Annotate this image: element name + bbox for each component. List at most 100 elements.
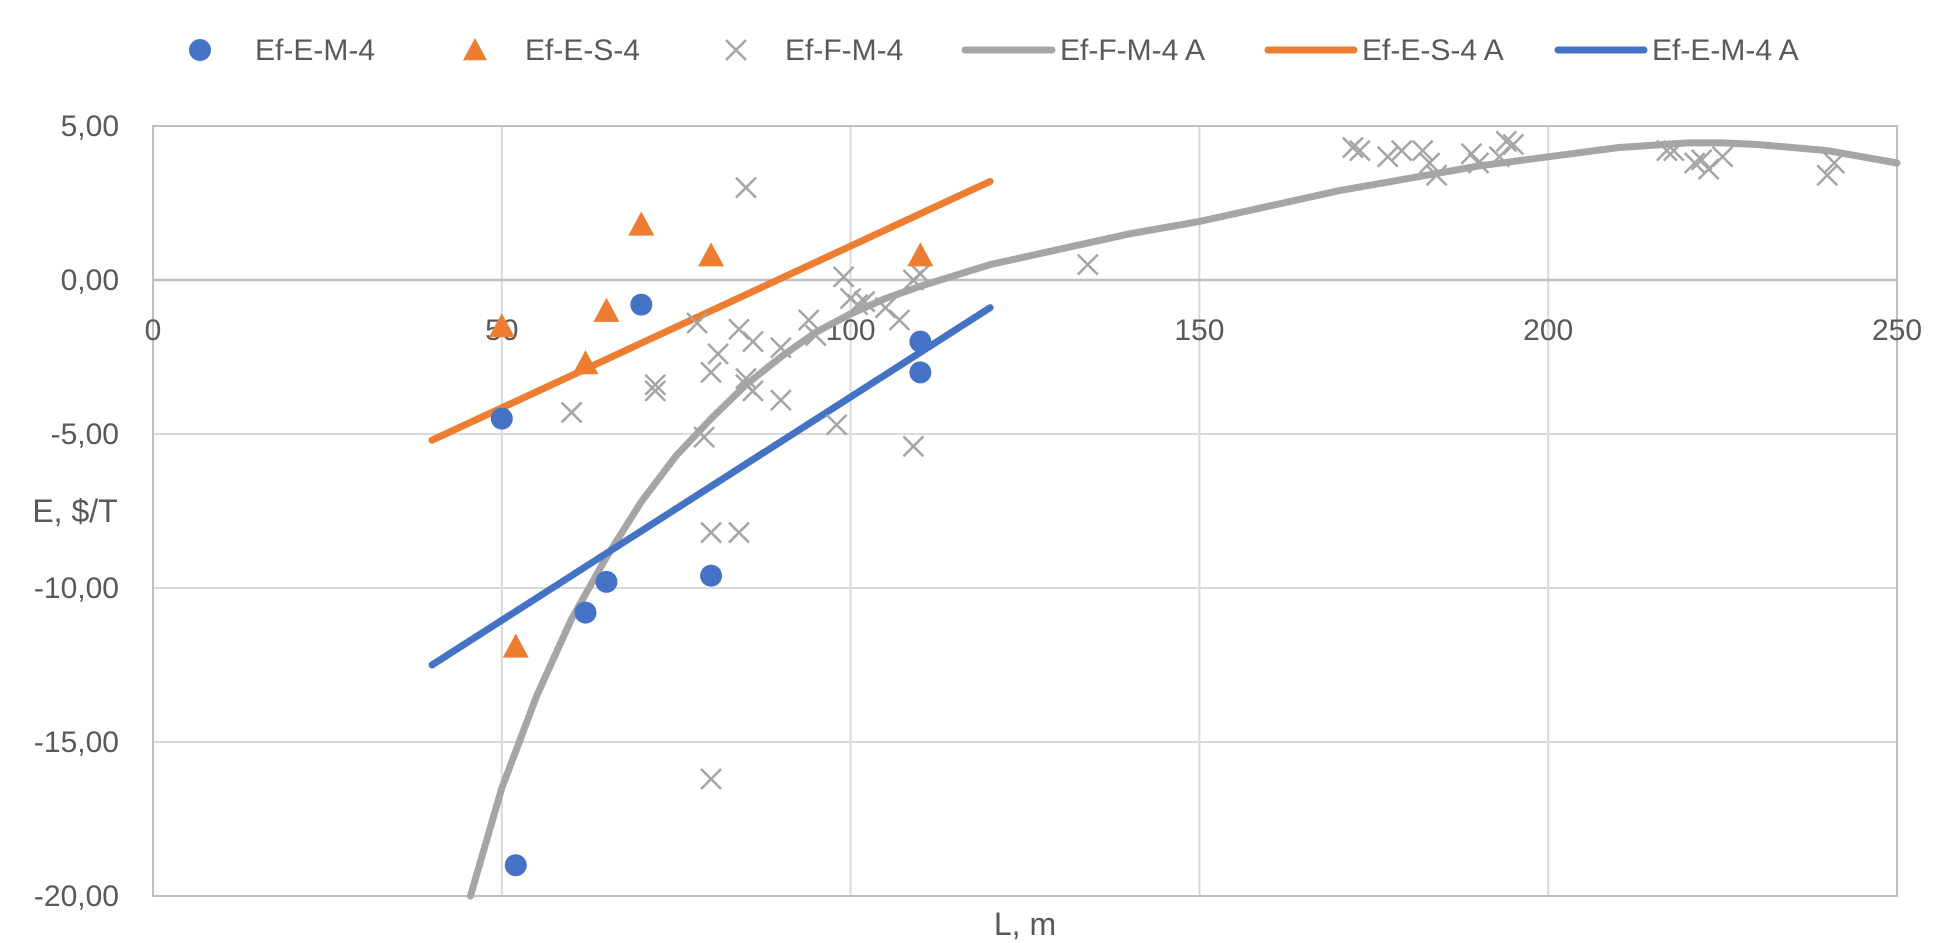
legend-label-ef-e-m-4: Ef-E-M-4 <box>255 34 375 67</box>
y-axis-title: E, $/T <box>32 493 117 529</box>
plot-frame <box>152 125 1898 897</box>
x-tick-label: 150 <box>1174 314 1224 347</box>
point-ef-f-m-4 <box>700 361 722 384</box>
point-ef-f-m-4 <box>693 426 715 448</box>
point-ef-f-m-4 <box>700 521 722 544</box>
x-tick-label: 0 <box>145 314 162 347</box>
point-ef-f-m-4 <box>644 373 667 396</box>
plot-border <box>152 125 1898 897</box>
point-ef-f-m-4 <box>1711 145 1734 168</box>
cross-stroke <box>1495 130 1518 153</box>
point-ef-e-m-4 <box>574 601 597 624</box>
y-tick-label: 0,00 <box>61 264 119 297</box>
y-tick-label: 5,00 <box>61 110 119 143</box>
point-ef-f-m-4 <box>735 367 757 390</box>
cross-stroke <box>909 262 932 285</box>
point-ef-e-m-4 <box>700 564 723 587</box>
legend-marker-ef-e-s-4 <box>463 38 487 61</box>
point-ef-f-m-4 <box>742 379 764 402</box>
point-ef-e-m-4 <box>909 330 932 353</box>
point-ef-f-m-4 <box>846 293 869 316</box>
point-ef-f-m-4 <box>1411 139 1434 162</box>
point-ef-f-m-4 <box>769 389 792 412</box>
point-ef-f-m-4 <box>1341 136 1364 159</box>
point-ef-f-m-4 <box>644 379 667 402</box>
cross-stroke <box>1823 152 1846 174</box>
point-ef-f-m-4 <box>804 324 827 347</box>
y-tick-label: -5,00 <box>51 418 119 451</box>
legend: Ef-E-M-4 Ef-E-S-4 Ef-F-M-4 Ef-F-M-4 A Ef-E-S… <box>189 34 1799 67</box>
point-ef-e-m-4 <box>630 293 653 316</box>
point-ef-e-m-4 <box>595 570 618 593</box>
point-ef-f-m-4 <box>888 309 911 331</box>
line-ef-f-m-4-a <box>466 139 1901 900</box>
point-ef-e-s-4 <box>488 313 515 338</box>
legend-marker-ef-e-m-4 <box>189 39 211 61</box>
cross-stroke <box>874 296 897 319</box>
point-ef-f-m-4 <box>769 336 792 359</box>
point-ef-f-m-4 <box>707 343 729 365</box>
cross-stroke <box>853 290 876 313</box>
x-axis-title: L, m <box>994 906 1056 942</box>
point-ef-f-m-4 <box>1495 130 1518 153</box>
point-ef-f-m-4 <box>700 768 722 790</box>
cross-stroke <box>742 330 764 353</box>
data-points <box>488 130 1846 877</box>
point-ef-f-m-4 <box>1662 139 1685 162</box>
point-ef-e-m-4 <box>504 854 527 877</box>
cross-stroke <box>846 293 869 316</box>
cross-stroke <box>560 401 583 424</box>
cross-stroke <box>1711 145 1734 168</box>
cross-stroke <box>644 373 667 396</box>
trend-lines <box>428 139 1901 900</box>
cross-stroke <box>1460 142 1483 165</box>
point-ef-e-s-4 <box>698 242 725 267</box>
x-axis-tick-labels: 050100150200250 <box>145 314 1922 347</box>
gridlines <box>152 125 1898 897</box>
point-ef-f-m-4 <box>1376 145 1399 168</box>
cross-stroke <box>902 435 925 458</box>
cross-stroke <box>700 521 722 544</box>
point-ef-f-m-4 <box>825 413 848 436</box>
cross-stroke <box>832 266 855 288</box>
y-tick-label: -20,00 <box>34 880 119 913</box>
cross-stroke <box>693 426 715 448</box>
point-ef-f-m-4 <box>1390 139 1413 162</box>
legend-label-ef-f-m-4-a: Ef-F-M-4 A <box>1060 34 1205 67</box>
cross-stroke <box>707 343 729 365</box>
point-ef-f-m-4 <box>1460 142 1483 165</box>
point-ef-f-m-4 <box>1467 152 1490 174</box>
point-ef-f-m-4 <box>686 312 709 335</box>
point-ef-f-m-4 <box>1348 139 1371 162</box>
cross-stroke <box>1376 145 1399 168</box>
cross-stroke <box>1411 139 1434 162</box>
point-ef-f-m-4 <box>742 330 764 353</box>
cross-stroke <box>686 312 709 335</box>
point-ef-e-s-4 <box>572 350 599 375</box>
cross-stroke <box>1348 139 1371 162</box>
cross-stroke <box>1683 152 1706 174</box>
line-ef-e-m-4-a <box>428 304 994 669</box>
x-tick-label: 200 <box>1523 314 1573 347</box>
point-ef-f-m-4 <box>1418 152 1441 174</box>
legend-label-ef-e-s-4: Ef-E-S-4 <box>525 34 640 67</box>
y-tick-label: -15,00 <box>34 726 119 759</box>
point-ef-e-s-4 <box>502 633 529 658</box>
point-ef-e-s-4 <box>907 242 934 267</box>
point-ef-f-m-4 <box>902 435 925 458</box>
point-ef-f-m-4 <box>1816 164 1839 187</box>
cross-stroke <box>1662 139 1685 162</box>
cross-stroke <box>728 521 750 544</box>
legend-marker-ef-f-m-4 <box>725 39 747 61</box>
cross-stroke <box>1816 164 1839 187</box>
point-ef-f-m-4 <box>1683 152 1706 174</box>
cross-stroke <box>1390 139 1413 162</box>
cross-stroke <box>1425 164 1448 187</box>
cross-stroke <box>1655 139 1678 162</box>
point-ef-f-m-4 <box>1690 148 1713 171</box>
cross-stroke <box>1690 148 1713 171</box>
legend-label-ef-e-s-4-a: Ef-E-S-4 A <box>1362 34 1504 67</box>
point-ef-f-m-4 <box>909 262 932 285</box>
cross-stroke <box>1076 253 1099 276</box>
